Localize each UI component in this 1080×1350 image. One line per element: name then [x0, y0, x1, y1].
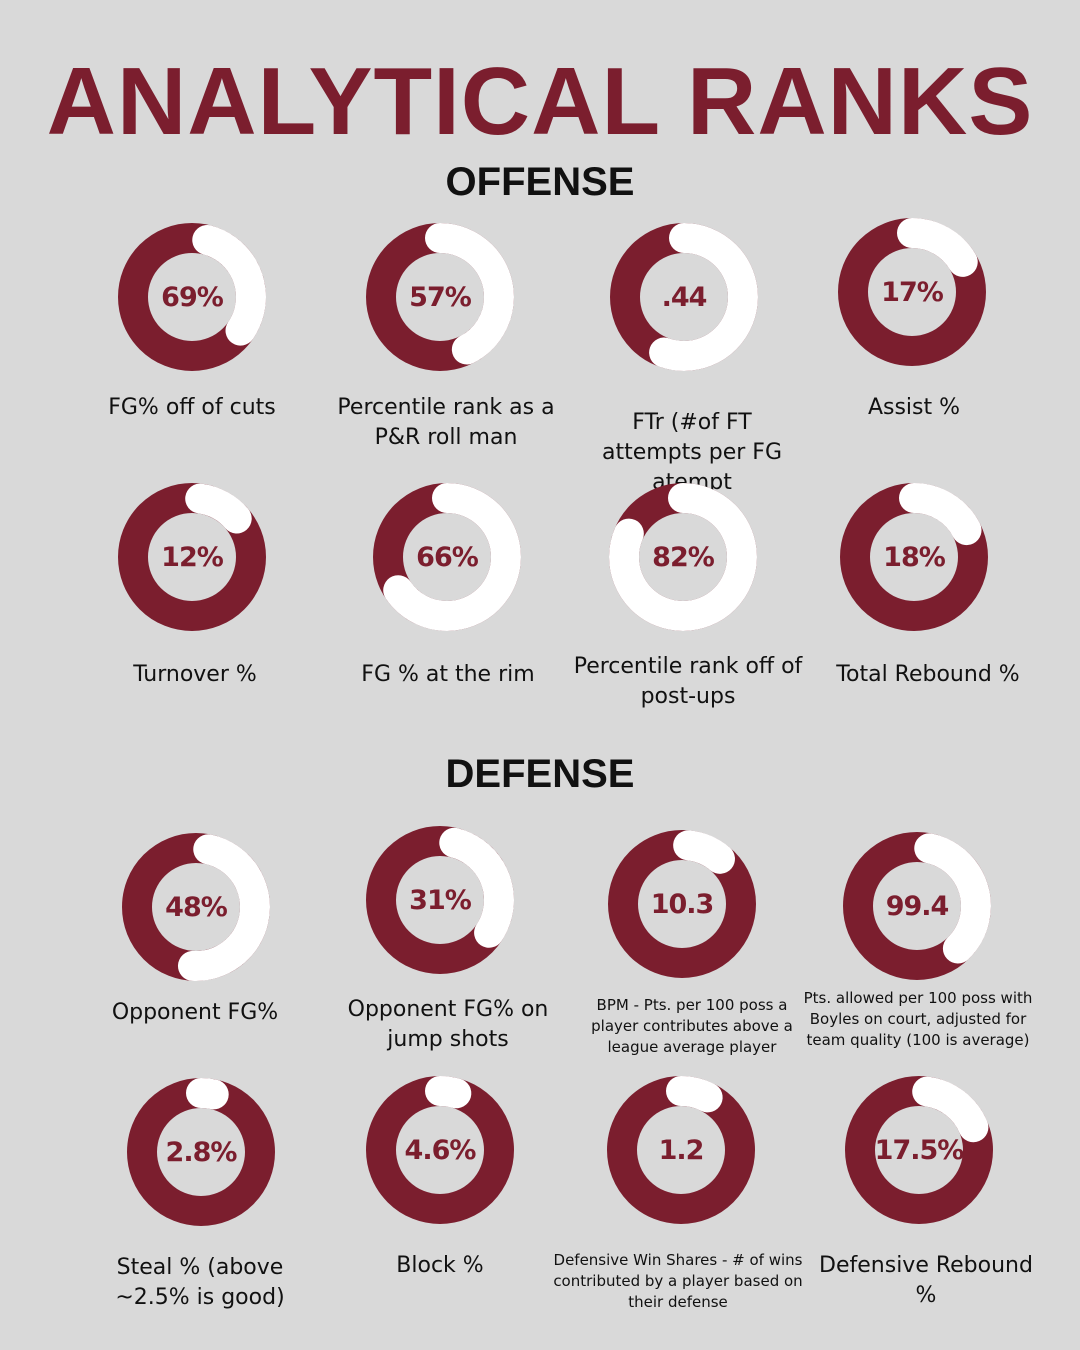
donut-value: 12% [161, 541, 224, 573]
donut-label: Opponent FG% on jump shots [347, 997, 549, 1052]
donut-value: 10.3 [650, 888, 715, 920]
donut-chart: 17% [837, 217, 987, 367]
donut-slice [608, 830, 756, 978]
donut-slice [840, 483, 988, 631]
donut-chart: 10.3 [607, 829, 757, 979]
donut-label: Total Rebound % [836, 662, 1020, 687]
donut-label: Percentile rank as a P&R roll man [337, 395, 555, 450]
donut-label: BPM - Pts. per 100 poss a player contrib… [591, 996, 793, 1056]
donut-slice [366, 223, 514, 371]
donut-svg [366, 826, 514, 974]
donut-slice [843, 832, 991, 980]
donut-chart: 57% [365, 222, 515, 372]
donut-chart: 66% [372, 482, 522, 632]
donut-chart: 1.2 [606, 1075, 756, 1225]
donut-svg [127, 1078, 275, 1226]
donut-svg [610, 223, 758, 371]
donut-value: 48% [165, 891, 228, 923]
donut-label: Steal % (above ~2.5% is good) [115, 1255, 285, 1310]
donut-chart: 69% [117, 222, 267, 372]
donut-svg [366, 1076, 514, 1224]
donut-chart: 48% [121, 832, 271, 982]
donut-chart: 17.5% [844, 1075, 994, 1225]
donut-chart: 99.4 [842, 831, 992, 981]
donut-value: 31% [409, 884, 472, 916]
donut-label: Turnover % [133, 662, 257, 687]
donut-chart: 4.6% [365, 1075, 515, 1225]
donut-label: Percentile rank off of post-ups [573, 654, 803, 709]
defense-heading: DEFENSE [445, 752, 635, 796]
donut-value: 17.5% [874, 1134, 965, 1166]
donut-chart: 12% [117, 482, 267, 632]
donut-slice [122, 833, 270, 981]
donut-label: Defensive Win Shares - # of wins contrib… [553, 1251, 803, 1311]
donut-value: .44 [661, 281, 708, 313]
donut-slice [609, 483, 757, 631]
donut-label: Block % [396, 1253, 484, 1278]
donut-svg [373, 483, 521, 631]
donut-chart: .44 [609, 222, 759, 372]
donut-label: FTr (#of FT attempts per FG atempt [602, 410, 782, 495]
donut-svg [609, 483, 757, 631]
donut-slice [127, 1078, 275, 1226]
donut-label: FG% off of cuts [108, 395, 276, 420]
donut-svg [608, 830, 756, 978]
donut-slice [607, 1076, 755, 1224]
donut-svg [118, 223, 266, 371]
donut-slice [366, 826, 514, 974]
donut-svg [118, 483, 266, 631]
donut-value: 17% [881, 276, 944, 308]
donut-value: 69% [161, 281, 224, 313]
donut-slice [373, 483, 521, 631]
donut-label: Opponent FG% [111, 1000, 279, 1025]
donut-value: 66% [416, 541, 479, 573]
donut-value: 99.4 [885, 890, 950, 922]
donut-svg [843, 832, 991, 980]
donut-svg [845, 1076, 993, 1224]
donut-svg [838, 218, 986, 366]
donut-value: 2.8% [165, 1136, 238, 1168]
donut-slice [610, 223, 758, 371]
donut-svg [366, 223, 514, 371]
page-title: ANALYTICAL RANKS [46, 48, 1034, 155]
donut-chart: 82% [608, 482, 758, 632]
donut-chart: 18% [839, 482, 989, 632]
donut-slice [838, 218, 986, 366]
donut-chart: 31% [365, 825, 515, 975]
donut-chart: 2.8% [126, 1077, 276, 1227]
donut-value: 4.6% [404, 1134, 477, 1166]
donut-svg [122, 833, 270, 981]
donut-slice [118, 223, 266, 371]
donut-label: Assist % [867, 395, 961, 420]
donut-value: 57% [409, 281, 472, 313]
donut-svg [840, 483, 988, 631]
donut-label: Defensive Rebound % [819, 1253, 1033, 1308]
donut-label: FG % at the rim [361, 662, 535, 687]
offense-heading: OFFENSE [445, 160, 635, 204]
donut-svg [607, 1076, 755, 1224]
donut-slice [366, 1076, 514, 1224]
donut-slice [845, 1076, 993, 1224]
donut-slice [118, 483, 266, 631]
donut-value: 1.2 [658, 1134, 705, 1166]
donut-value: 18% [883, 541, 946, 573]
donut-value: 82% [652, 541, 715, 573]
donut-label: Pts. allowed per 100 poss with Boyles on… [803, 989, 1033, 1049]
